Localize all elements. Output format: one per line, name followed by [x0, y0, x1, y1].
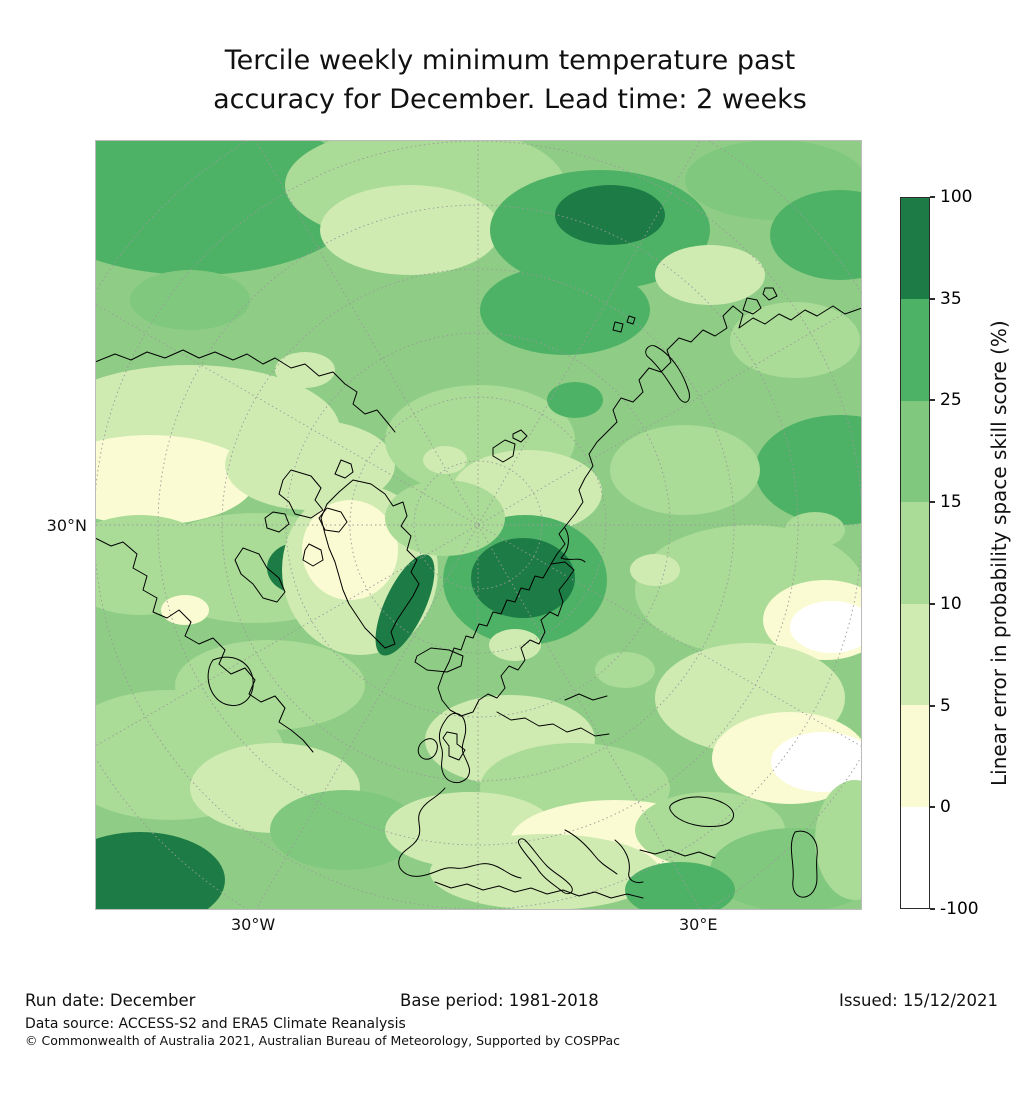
- colorbar-tick-label: -100: [940, 899, 979, 919]
- graticule-label-30n: 30°N: [46, 516, 87, 535]
- colorbar-tick-mark: [930, 908, 935, 910]
- skill-field-blobs: [95, 140, 862, 910]
- colorbar-tick-mark: [930, 399, 935, 402]
- colorbar-tick-label: 25: [940, 390, 962, 411]
- colorbar-segment: [901, 400, 929, 503]
- graticule-label-30w: 30°W: [231, 915, 276, 934]
- colorbar-tick-mark: [930, 602, 935, 605]
- colorbar-segment: [901, 705, 929, 807]
- colorbar-tick-label: 15: [940, 492, 962, 513]
- colorbar-segment: [901, 299, 929, 401]
- colorbar-segment: [901, 603, 929, 706]
- colorbar-segment: [901, 502, 929, 604]
- graticule: [95, 140, 862, 910]
- colorbar-axis-label: Linear error in probability space skill …: [987, 320, 1011, 786]
- issued-text: Issued: 15/12/2021: [838, 991, 998, 1010]
- colorbar-tick-label: 0: [940, 797, 951, 818]
- map-frame: [95, 140, 862, 910]
- map-graphic: [95, 140, 862, 910]
- coastlines: [95, 287, 862, 899]
- colorbar-tick-mark: [930, 806, 935, 809]
- colorbar-tick-mark: [930, 501, 935, 504]
- run-date-text: Run date: December: [25, 991, 196, 1010]
- colorbar-tick-mark: [930, 704, 935, 707]
- title-line-2: accuracy for December. Lead time: 2 week…: [213, 84, 807, 115]
- map-canvas: [95, 140, 862, 910]
- colorbar-tick-mark: [930, 297, 935, 300]
- base-period-text: Base period: 1981-2018: [400, 991, 599, 1010]
- data-source-text: Data source: ACCESS-S2 and ERA5 Climate …: [25, 1016, 406, 1032]
- graticule-label-30e: 30°E: [679, 915, 718, 934]
- copyright-text: © Commonwealth of Australia 2021, Austra…: [25, 1033, 620, 1048]
- colorbar-segment: [901, 198, 929, 300]
- colorbar-ticks: 100 35 25 15 10 5 0 -100: [930, 187, 1000, 919]
- colorbar-segment: [901, 806, 929, 908]
- colorbar-tick-label: 10: [940, 593, 962, 614]
- title-line-1: Tercile weekly minimum temperature past: [224, 45, 796, 76]
- page-title: Tercile weekly minimum temperature past …: [0, 41, 1020, 119]
- colorbar: [900, 197, 930, 909]
- colorbar-tick-label: 5: [940, 695, 951, 716]
- colorbar-tick-label: 35: [940, 288, 962, 309]
- colorbar-tick-label: 100: [940, 187, 973, 207]
- colorbar-tick-mark: [930, 196, 935, 198]
